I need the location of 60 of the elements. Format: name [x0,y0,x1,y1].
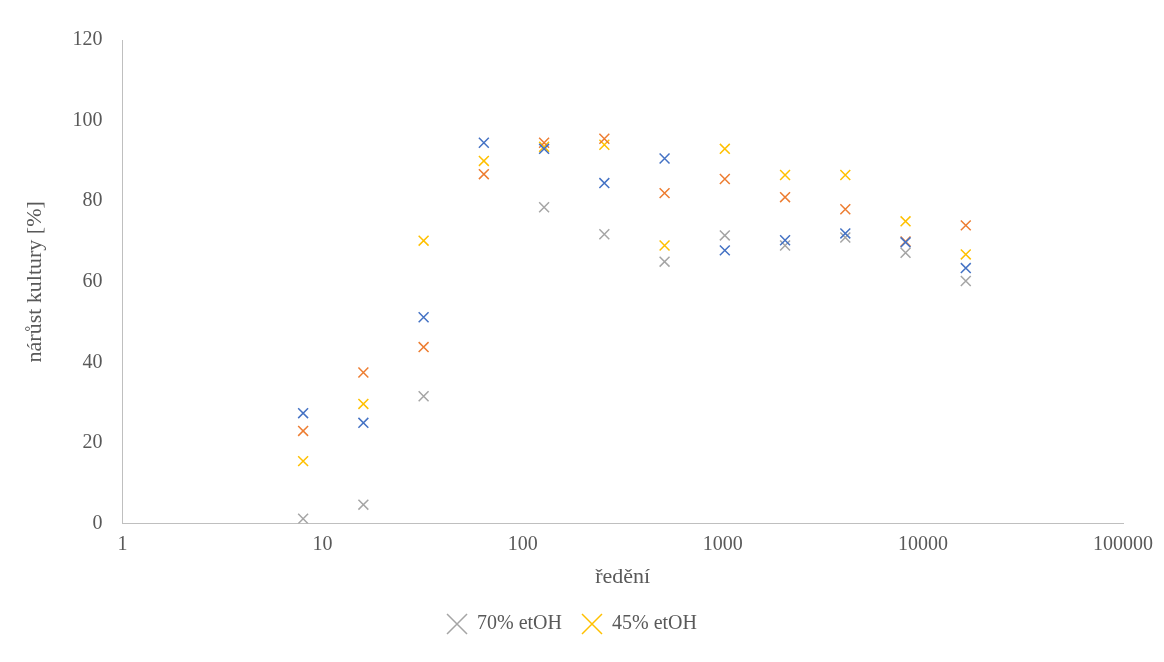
point [417,234,430,247]
point [598,133,611,145]
point [297,455,309,467]
point [839,203,852,215]
point [478,155,490,167]
point [719,173,731,185]
point [538,137,550,149]
point [779,239,791,252]
legend-label: 45% etOH [612,611,697,634]
point [417,311,430,323]
point [297,513,309,524]
point [899,247,912,259]
x-tick-label: 1 [117,531,128,554]
point [658,187,671,199]
point [417,390,430,402]
y-tick-label: 100 [72,107,103,130]
point [960,262,972,274]
point [899,215,912,228]
point [779,191,791,203]
x-tick-label: 1000 [702,531,743,554]
legend-label: 70% etOH [477,611,562,634]
point [297,425,309,437]
point [839,231,852,244]
point [357,398,370,410]
point [779,234,791,246]
point [598,139,611,151]
point [598,228,611,240]
y-tick-label: 40 [82,349,103,372]
point [538,201,550,213]
point [960,248,972,261]
point [719,244,731,257]
point [779,169,791,181]
y-tick-label: 80 [82,188,103,211]
point [478,168,490,180]
point [357,417,370,429]
point [960,275,972,287]
y-tick-label: 20 [82,430,103,453]
point [357,498,370,511]
y-axis-title: nárůst kultury [%] [20,201,46,363]
x-tick-label: 10 [312,531,333,554]
point [357,366,370,379]
point [719,229,731,242]
point [297,407,309,419]
point [417,341,430,353]
point [719,143,731,155]
point [658,255,671,268]
point [839,169,852,181]
point [658,152,671,165]
point [658,239,671,252]
y-tick-label: 120 [72,27,103,50]
point [960,219,972,232]
x-axis-title: ředění [595,562,651,588]
x-tick-label: 10000 [897,531,948,554]
point [598,177,611,189]
point [478,137,490,149]
y-tick-label: 0 [92,510,103,533]
y-tick-label: 60 [82,269,103,292]
x-tick-label: 100000 [1093,531,1153,554]
x-tick-label: 100 [507,531,538,554]
point [839,227,852,240]
